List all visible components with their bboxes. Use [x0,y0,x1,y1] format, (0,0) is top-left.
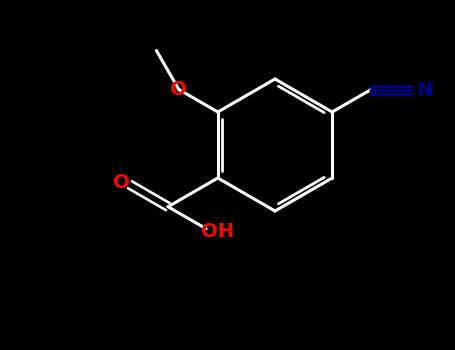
Text: N: N [416,80,432,99]
Text: O: O [113,173,129,192]
Text: O: O [170,80,187,99]
Text: OH: OH [201,222,233,241]
